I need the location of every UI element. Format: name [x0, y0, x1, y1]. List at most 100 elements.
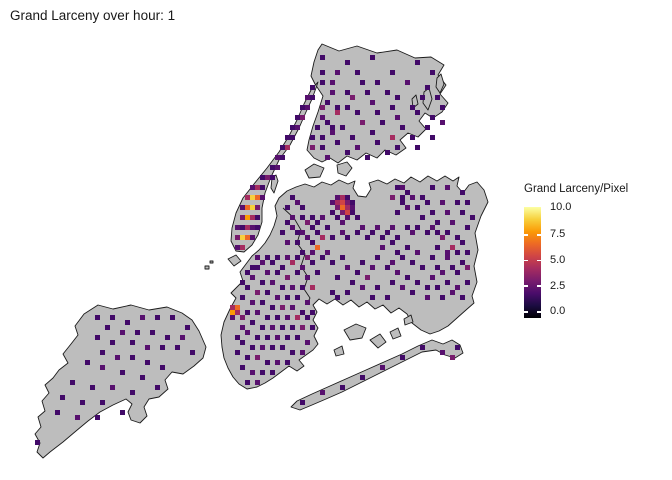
heat-cell	[430, 275, 435, 280]
legend-title: Grand Larceny/Pixel	[524, 183, 629, 195]
heat-cell	[330, 210, 335, 215]
heat-cell	[345, 90, 350, 95]
heat-cell	[345, 265, 350, 270]
brooklyn-queens-boundary-line	[282, 207, 311, 305]
heat-cell	[240, 365, 245, 370]
heat-cell	[350, 280, 355, 285]
heat-cell	[235, 245, 240, 250]
heat-cell	[450, 220, 455, 225]
heat-cell	[370, 100, 375, 105]
heat-cell	[400, 125, 405, 130]
heat-cell	[300, 350, 305, 355]
heat-cell	[340, 210, 345, 215]
heat-cell	[410, 290, 415, 295]
heat-cell	[320, 55, 325, 60]
heat-cell	[395, 235, 400, 240]
heat-cell	[110, 315, 115, 320]
heat-cell	[415, 280, 420, 285]
heat-cell	[395, 270, 400, 275]
heat-cell	[255, 185, 260, 190]
heat-cell	[255, 195, 260, 200]
heat-cell	[420, 215, 425, 220]
heat-cell	[310, 145, 315, 150]
heat-cell	[300, 265, 305, 270]
heat-cell	[345, 195, 350, 200]
heat-cell	[150, 330, 155, 335]
heat-cell	[100, 400, 105, 405]
heat-cell	[460, 240, 465, 245]
heat-cell	[385, 150, 390, 155]
legend-tick-label: 10.0	[550, 201, 572, 213]
heat-cell	[365, 90, 370, 95]
heat-cell	[330, 80, 335, 85]
heat-cell	[305, 220, 310, 225]
heat-cell	[305, 235, 310, 240]
heat-cell	[70, 380, 75, 385]
heat-cell	[275, 335, 280, 340]
heat-cell	[160, 365, 165, 370]
heat-cell	[435, 230, 440, 235]
heat-cell	[455, 200, 460, 205]
heat-cell	[260, 345, 265, 350]
heat-cell	[415, 225, 420, 230]
heat-cell	[370, 130, 375, 135]
heat-cell	[295, 315, 300, 320]
heat-cell	[350, 95, 355, 100]
heat-cell	[155, 315, 160, 320]
heat-cell	[165, 335, 170, 340]
heat-cell	[295, 295, 300, 300]
heat-cell	[285, 135, 290, 140]
heat-cell	[335, 275, 340, 280]
heat-cell	[295, 115, 300, 120]
heat-cell	[250, 195, 255, 200]
heat-cell	[390, 135, 395, 140]
heat-cell	[455, 285, 460, 290]
heat-cell	[420, 195, 425, 200]
legend-tick-mark	[537, 311, 541, 313]
heat-cell	[440, 120, 445, 125]
heat-cell	[245, 355, 250, 360]
heat-cell	[395, 95, 400, 100]
heat-cell	[245, 215, 250, 220]
heat-cell	[115, 355, 120, 360]
heat-cell	[415, 110, 420, 115]
heat-cell	[285, 255, 290, 260]
legend-tick-label: 7.5	[550, 228, 566, 240]
heat-cell	[290, 305, 295, 310]
heat-cell	[350, 200, 355, 205]
heat-cell	[255, 225, 260, 230]
heat-cell	[265, 315, 270, 320]
heat-cell	[335, 140, 340, 145]
heat-cell	[335, 110, 340, 115]
heat-cell	[290, 225, 295, 230]
heat-cell	[265, 360, 270, 365]
heat-cell	[240, 235, 245, 240]
heat-cell	[335, 205, 340, 210]
heat-cell	[370, 265, 375, 270]
heat-cell	[470, 215, 475, 220]
heat-cell	[420, 265, 425, 270]
heat-cell	[435, 285, 440, 290]
heat-cell	[375, 110, 380, 115]
heat-cell	[290, 325, 295, 330]
heat-cell	[400, 200, 405, 205]
heat-cell	[395, 185, 400, 190]
heat-cell	[465, 265, 470, 270]
heat-cell	[320, 115, 325, 120]
heat-cell	[325, 225, 330, 230]
legend-tick-label: 5.0	[550, 254, 566, 266]
jamaica-bay-island-shape	[403, 314, 414, 326]
heat-cell	[290, 195, 295, 200]
jamaica-bay-island-shape	[343, 323, 367, 341]
heat-cell	[270, 280, 275, 285]
heat-cell	[340, 200, 345, 205]
legend-tick-mark	[537, 259, 541, 262]
legend-tick-mark	[524, 311, 528, 313]
heat-cell	[305, 340, 310, 345]
heat-cell	[275, 155, 280, 160]
heat-cell	[245, 205, 250, 210]
heat-cell	[320, 390, 325, 395]
heat-cell	[110, 340, 115, 345]
heat-cell	[300, 215, 305, 220]
